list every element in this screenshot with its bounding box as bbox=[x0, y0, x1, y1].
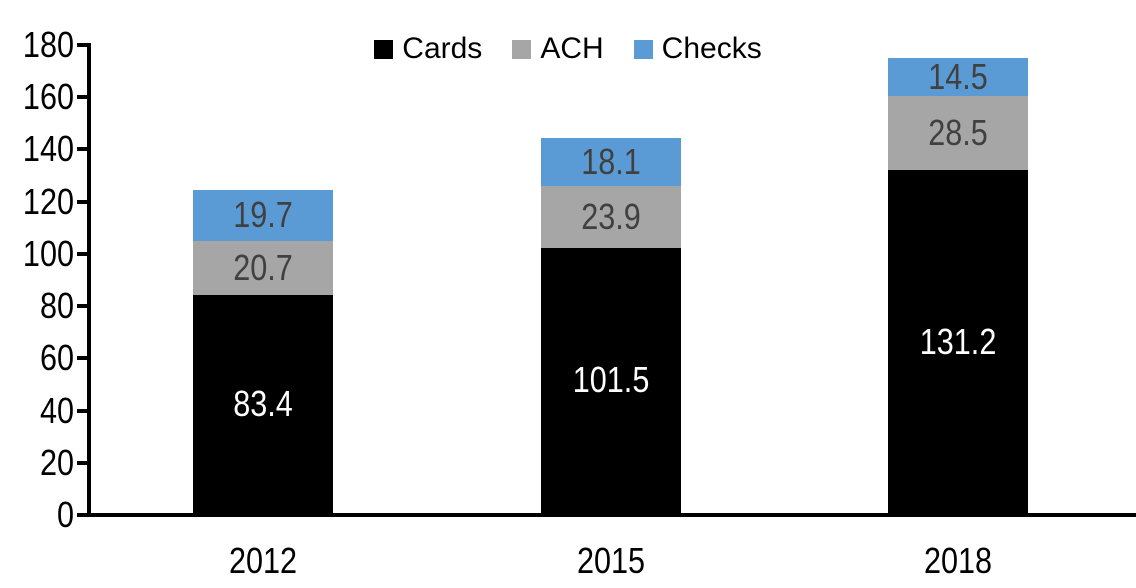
legend-label: Cards bbox=[402, 32, 483, 65]
bar-value-label: 28.5 bbox=[928, 112, 988, 154]
bar-segment-checks-2015: 18.1 bbox=[541, 138, 681, 186]
chart-legend: Cards ACH Checks bbox=[0, 30, 1136, 68]
y-axis-tick bbox=[77, 199, 87, 204]
y-axis-tick bbox=[77, 304, 87, 309]
x-axis-label-2018: 2018 bbox=[923, 540, 993, 581]
legend-label: Checks bbox=[661, 32, 762, 65]
y-axis-tick-label: 140 bbox=[22, 128, 74, 170]
y-axis-tick-label: 180 bbox=[22, 24, 74, 65]
bar-segment-cards-2015: 101.5 bbox=[541, 247, 681, 513]
y-axis-line bbox=[87, 43, 91, 517]
x-axis-line bbox=[87, 513, 1136, 517]
y-axis-tick-label: 40 bbox=[39, 389, 74, 431]
bar-value-label: 18.1 bbox=[581, 140, 641, 182]
y-axis-tick bbox=[77, 43, 87, 47]
y-axis-tick-label: 20 bbox=[39, 441, 74, 483]
legend-swatch-cards bbox=[374, 39, 394, 59]
legend-label: ACH bbox=[540, 32, 604, 65]
y-axis-tick-label: 160 bbox=[22, 76, 74, 118]
bar-value-label: 83.4 bbox=[233, 383, 293, 425]
y-axis-tick bbox=[77, 408, 87, 413]
y-axis-tick bbox=[77, 513, 87, 517]
bar-segment-ach-2012: 20.7 bbox=[193, 241, 333, 296]
y-axis-tick-label: 0 bbox=[56, 494, 74, 535]
bar-value-label: 19.7 bbox=[233, 194, 293, 236]
y-axis-tick bbox=[77, 251, 87, 256]
bar-segment-ach-2015: 23.9 bbox=[541, 185, 681, 248]
y-axis-tick-label: 80 bbox=[39, 285, 74, 327]
y-axis-tick bbox=[77, 147, 87, 152]
bar-value-label: 23.9 bbox=[581, 195, 641, 237]
legend-item-cards: Cards bbox=[374, 34, 482, 64]
y-axis-tick bbox=[77, 95, 87, 100]
legend-swatch-ach bbox=[512, 39, 532, 59]
y-axis-tick-label: 120 bbox=[22, 180, 74, 222]
bar-value-label: 101.5 bbox=[572, 359, 650, 401]
bar-segment-checks-2018: 14.5 bbox=[888, 58, 1028, 96]
x-axis-label-2012: 2012 bbox=[228, 540, 298, 581]
legend-item-checks: Checks bbox=[633, 32, 762, 65]
bar-segment-checks-2012: 19.7 bbox=[193, 189, 333, 242]
bar-segment-ach-2018: 28.5 bbox=[888, 96, 1028, 171]
bar-value-label: 20.7 bbox=[233, 247, 293, 289]
legend-item-ach: ACH bbox=[512, 32, 604, 65]
bar-value-label: 14.5 bbox=[928, 56, 988, 98]
y-axis-tick bbox=[77, 460, 87, 465]
legend-swatch-checks bbox=[633, 39, 653, 59]
bar-segment-cards-2012: 83.4 bbox=[193, 295, 333, 513]
bar-value-label: 131.2 bbox=[919, 320, 997, 362]
bar-segment-cards-2018: 131.2 bbox=[888, 170, 1028, 513]
x-axis-label-2015: 2015 bbox=[576, 540, 646, 581]
y-axis-tick bbox=[77, 356, 87, 361]
y-axis-tick-label: 60 bbox=[39, 337, 74, 379]
y-axis-tick-label: 100 bbox=[22, 232, 74, 274]
